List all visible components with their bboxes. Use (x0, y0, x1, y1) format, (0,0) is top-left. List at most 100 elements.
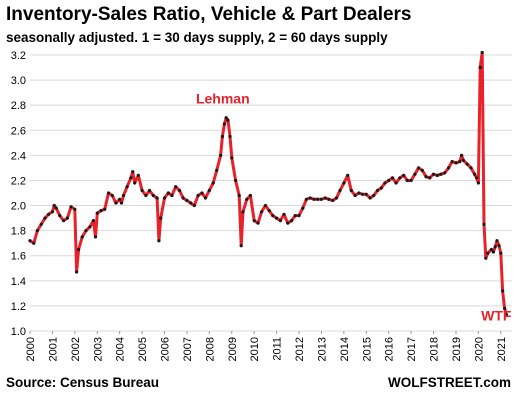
data-point (297, 214, 301, 218)
x-tick-label: 2015 (361, 337, 373, 361)
data-point (316, 197, 320, 201)
data-point (312, 197, 316, 201)
data-point (282, 212, 286, 216)
data-point (447, 166, 451, 170)
data-point (331, 198, 335, 203)
data-point (234, 178, 238, 183)
data-point (504, 313, 508, 317)
y-tick-label: 3.0 (11, 75, 26, 87)
data-point (196, 193, 200, 198)
data-point (360, 192, 365, 196)
source-note: Source: Census Bureau (6, 375, 160, 390)
data-point (402, 173, 406, 177)
data-point (121, 193, 126, 198)
x-tick-label: 2005 (137, 337, 149, 361)
data-point (450, 160, 454, 164)
data-point (39, 222, 43, 226)
data-point (495, 239, 499, 243)
y-tick-label: 1.8 (11, 226, 26, 238)
data-point (368, 196, 372, 200)
x-tick-label: 2004 (115, 337, 127, 361)
y-tick-label: 2.0 (11, 201, 26, 213)
x-tick-label: 2008 (204, 337, 216, 361)
annotation-label: Lehman (196, 90, 250, 106)
y-tick-label: 1.4 (11, 276, 26, 288)
gridlines (30, 54, 512, 332)
data-point (237, 193, 241, 198)
data-point (131, 170, 135, 174)
data-point (28, 239, 32, 243)
data-point (129, 176, 133, 180)
data-point (248, 193, 252, 198)
data-point (219, 153, 223, 157)
data-point (267, 209, 271, 213)
data-point (304, 197, 308, 201)
data-point (372, 193, 376, 198)
data-point (192, 203, 196, 208)
chart-title: Inventory-Sales Ratio, Vehicle & Part De… (6, 4, 412, 25)
data-point (480, 50, 484, 55)
data-point (353, 193, 357, 198)
data-point (323, 196, 327, 200)
data-point (215, 168, 219, 172)
data-point (458, 160, 462, 164)
data-point (95, 211, 99, 215)
x-axis-ticks: 2000 2001 2002 2003 2004 2005 2006 2007 2008 2009… (25, 331, 508, 361)
data-point (65, 216, 69, 220)
x-tick-label: 2010 (249, 337, 261, 361)
data-point (308, 196, 312, 200)
data-point (465, 162, 469, 166)
data-point (394, 181, 398, 185)
data-point (88, 225, 92, 229)
x-tick-label: 2007 (182, 337, 194, 361)
y-tick-label: 1.0 (11, 326, 26, 338)
data-point (469, 166, 473, 170)
data-point (103, 207, 107, 211)
data-point (346, 173, 350, 177)
data-point (338, 188, 342, 193)
data-point (475, 176, 479, 180)
x-tick-label: 2012 (294, 337, 306, 361)
data-point (476, 181, 480, 185)
data-point (301, 206, 305, 210)
data-point (473, 172, 477, 176)
data-point (224, 116, 228, 120)
data-point (91, 219, 95, 223)
x-tick-label: 2020 (473, 337, 485, 361)
data-point (50, 210, 55, 214)
data-point (383, 181, 387, 185)
data-point (252, 219, 256, 223)
data-point (177, 188, 182, 193)
x-tick-label: 2013 (316, 337, 328, 361)
brand-label: WOLFSTREET.com (387, 375, 511, 390)
x-tick-label: 2011 (272, 337, 284, 361)
data-point (278, 219, 282, 223)
data-point (162, 196, 167, 200)
data-point (157, 239, 161, 243)
data-point (54, 206, 58, 210)
data-point (144, 193, 148, 198)
x-tick-label: 2009 (227, 337, 239, 361)
series-layer (28, 50, 508, 317)
data-point (189, 201, 193, 205)
data-point (454, 161, 458, 165)
data-point (489, 247, 493, 252)
data-point (460, 153, 464, 157)
y-tick-label: 2.2 (11, 175, 26, 187)
data-point (413, 172, 417, 176)
data-point (155, 196, 159, 200)
data-point (286, 221, 290, 225)
y-axis-ticks: 1.0 1.2 1.4 1.6 1.8 2.0 2.2 2.4 2.6 2.8 3.0 3.2 (11, 50, 26, 338)
data-point (185, 198, 189, 203)
data-point (75, 270, 79, 274)
data-point (77, 247, 81, 252)
data-point (43, 216, 47, 220)
x-tick-label: 2016 (384, 337, 396, 361)
data-point (147, 188, 152, 193)
data-point (73, 207, 77, 211)
data-point (405, 178, 409, 183)
data-point (435, 173, 439, 177)
data-point (342, 181, 346, 185)
data-point (239, 244, 243, 248)
data-point (151, 193, 155, 198)
